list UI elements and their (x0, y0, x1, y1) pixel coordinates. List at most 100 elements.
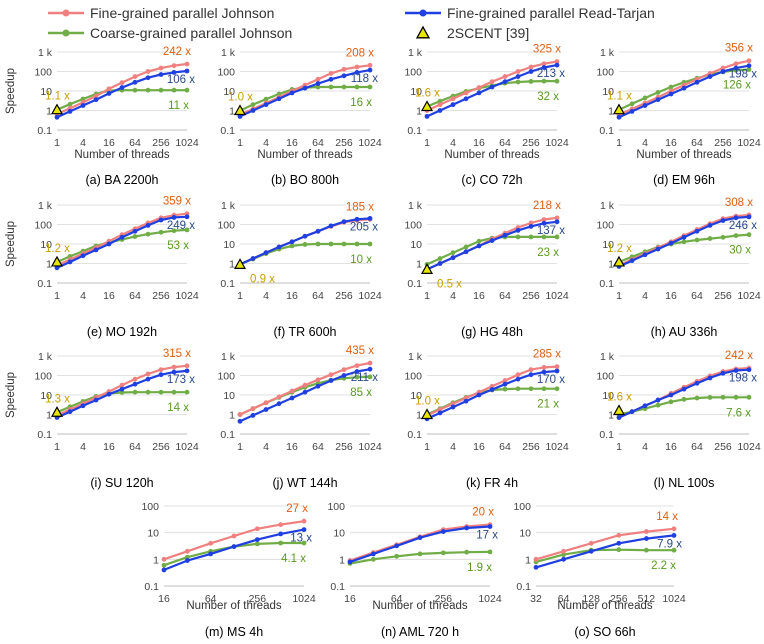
x-tick-label: 64 (691, 290, 703, 302)
x-tick-label: 1024 (662, 593, 686, 605)
y-tick-label: 100 (596, 220, 614, 232)
y-tick-label: 1 (416, 259, 422, 271)
y-tick-label: 0.1 (599, 429, 614, 441)
data-point-fine_read_tarjan (476, 392, 482, 398)
data-point-coarse_johnson (132, 87, 138, 93)
y-tick-label: 1 (608, 106, 614, 118)
x-tick-label: 64 (312, 441, 324, 453)
y-tick-label: 100 (34, 220, 52, 232)
data-point-coarse_johnson (450, 250, 456, 256)
data-point-fine_johnson (158, 65, 164, 71)
data-point-fine_johnson (554, 364, 560, 370)
data-point-fine_read_tarjan (694, 228, 700, 234)
data-point-fine_read_tarjan (588, 548, 594, 554)
data-point-fine_read_tarjan (158, 372, 164, 378)
y-tick-label: 10 (410, 390, 422, 402)
data-point-twoscent (233, 104, 247, 116)
data-point-coarse_johnson (541, 78, 547, 84)
data-point-fine_read_tarjan (341, 219, 347, 225)
series-fine_johnson (533, 526, 677, 562)
data-point-fine_johnson (489, 79, 495, 85)
data-point-fine_johnson (315, 377, 321, 383)
data-point-fine_read_tarjan (289, 90, 295, 96)
data-point-fine_read_tarjan (347, 559, 353, 565)
data-point-fine_read_tarjan (145, 376, 151, 382)
x-tick-label: 256 (714, 137, 732, 149)
data-point-coarse_johnson (707, 395, 713, 400)
data-point-fine_read_tarjan (668, 240, 674, 246)
data-point-fine_read_tarjan (171, 215, 177, 220)
y-tick-label: 1 k (38, 200, 53, 212)
annotation-fine_johnson: 185 x (346, 201, 374, 213)
x-tick-label: 1024 (545, 441, 569, 453)
x-tick-label: 256 (522, 290, 540, 302)
x-tick-label: 16 (286, 290, 298, 302)
series-fine_johnson (616, 58, 752, 118)
data-point-fine_read_tarjan (616, 540, 622, 546)
data-point-fine_johnson (367, 360, 373, 366)
y-tick-label: 10 (602, 86, 614, 98)
annotation-twoscent: 0.9 x (250, 273, 275, 285)
series-fine_read_tarjan (424, 368, 560, 422)
annotation-fine_read_tarjan: 173 x (167, 374, 195, 386)
x-tick-label: 4 (263, 290, 269, 302)
data-point-fine_read_tarjan (515, 74, 521, 79)
data-point-coarse_johnson (354, 84, 360, 90)
data-point-twoscent (420, 408, 434, 420)
x-tick-label: 1 (54, 290, 60, 302)
data-point-coarse_johnson (671, 547, 677, 553)
y-tick-label: 100 (404, 67, 422, 79)
annotation-coarse_johnson: 53 x (167, 240, 189, 252)
data-point-fine_read_tarjan (720, 370, 726, 376)
data-point-fine_read_tarjan (67, 108, 73, 114)
x-axis-label: Number of threads (257, 149, 352, 161)
data-point-coarse_johnson (254, 541, 260, 547)
data-point-fine_read_tarjan (367, 67, 373, 73)
panel-caption: (o) SO 66h (574, 625, 635, 639)
data-point-fine_read_tarjan (533, 564, 539, 570)
annotation-coarse_johnson: 14 x (167, 402, 189, 414)
x-tick-label: 64 (129, 137, 141, 149)
data-point-fine_read_tarjan (629, 258, 635, 264)
data-point-coarse_johnson (80, 96, 86, 102)
annotation-fine_johnson: 325 x (533, 44, 561, 56)
y-tick-label: 0.1 (407, 125, 422, 137)
annotation-fine_johnson: 285 x (533, 349, 561, 361)
data-point-fine_johnson (250, 406, 256, 412)
data-point-fine_read_tarjan (450, 102, 456, 108)
x-tick-label: 1 (424, 441, 430, 453)
data-point-fine_johnson (106, 86, 112, 92)
y-tick-label: 1 (416, 106, 422, 118)
data-point-fine_johnson (720, 65, 726, 71)
data-point-coarse_johnson (145, 87, 151, 93)
x-tick-label: 1024 (478, 593, 502, 605)
data-point-fine_read_tarjan (302, 85, 308, 91)
y-tick-label: 1 (46, 410, 52, 422)
y-tick-label: 1 k (221, 47, 236, 59)
annotation-coarse_johnson: 32 x (537, 91, 559, 103)
annotation-twoscent: 1.2 x (45, 243, 70, 255)
data-point-fine_read_tarjan (720, 218, 726, 223)
data-point-fine_read_tarjan (276, 244, 282, 250)
annotation-fine_read_tarjan: 137 x (537, 225, 565, 237)
data-point-fine_johnson (528, 64, 534, 70)
annotation-twoscent: 0.5 x (437, 278, 462, 290)
data-point-fine_johnson (515, 69, 521, 74)
data-point-fine_read_tarjan (489, 84, 495, 90)
x-tick-label: 4 (642, 290, 648, 302)
legend-marker (62, 29, 70, 37)
series-fine_read_tarjan (54, 68, 190, 120)
data-point-fine_johnson (476, 85, 482, 90)
x-axis-label: Number of threads (557, 600, 652, 612)
data-point-fine_read_tarjan (528, 69, 534, 74)
data-point-coarse_johnson (694, 237, 700, 243)
series-fine_read_tarjan (616, 367, 752, 420)
data-point-fine_read_tarjan (80, 403, 86, 409)
y-tick-label: 1 (229, 106, 235, 118)
data-point-fine_read_tarjan (289, 239, 295, 245)
